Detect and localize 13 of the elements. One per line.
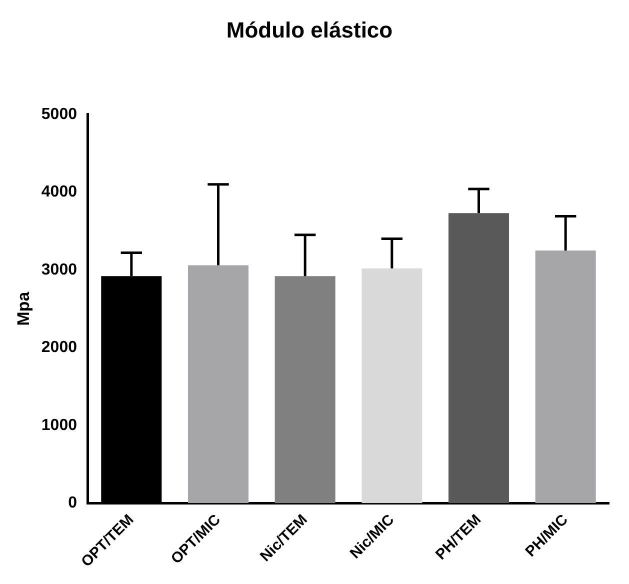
y-tick-label: 4000	[41, 184, 78, 201]
bar	[362, 268, 422, 504]
bar	[535, 250, 596, 504]
chart-title: Módulo elástico	[226, 17, 393, 42]
y-tick-label: 1000	[41, 416, 78, 434]
bar	[448, 213, 510, 504]
y-tick-label: 2000	[41, 339, 78, 356]
bar	[274, 276, 336, 504]
y-axis-title: Mpa	[14, 291, 33, 326]
y-tick-label: 3000	[41, 261, 78, 278]
y-tick-label: 5000	[41, 106, 78, 123]
y-tick-label: 0	[68, 494, 78, 512]
bar	[188, 265, 249, 504]
